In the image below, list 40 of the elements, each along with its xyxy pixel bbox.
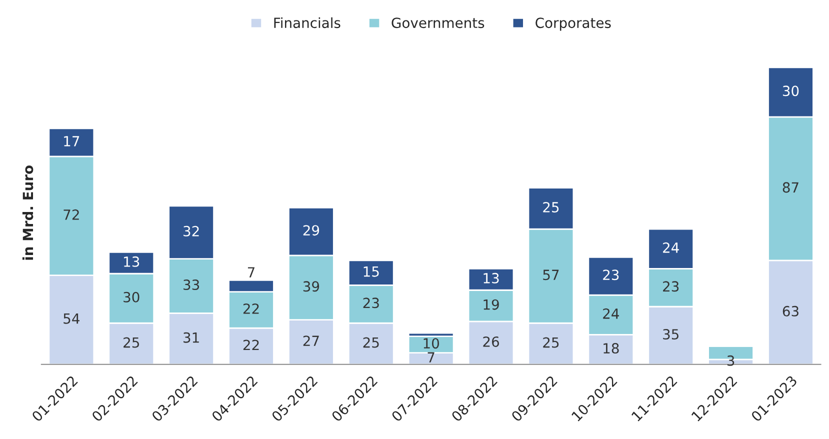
data-label: 7 bbox=[428, 352, 434, 362]
data-label: 7 bbox=[248, 267, 254, 278]
data-label: 10 bbox=[424, 338, 439, 349]
data-label: 27 bbox=[303, 336, 319, 346]
data-label: 54 bbox=[64, 314, 80, 324]
data-label: 72 bbox=[64, 209, 79, 220]
legend-label: Corporates bbox=[536, 18, 611, 31]
data-label: 23 bbox=[363, 298, 379, 308]
data-label: 19 bbox=[484, 299, 499, 310]
data-label: 23 bbox=[663, 281, 679, 292]
data-label: 13 bbox=[124, 256, 140, 267]
data-label: 30 bbox=[782, 86, 799, 96]
data-label: 33 bbox=[184, 280, 200, 290]
data-label: 17 bbox=[64, 136, 80, 146]
data-label: 29 bbox=[303, 225, 320, 236]
data-label: 25 bbox=[124, 337, 139, 348]
y-axis-title: in Mrd. Euro bbox=[22, 166, 34, 260]
data-label: 24 bbox=[603, 308, 619, 319]
data-label: 23 bbox=[603, 270, 619, 280]
data-label: 18 bbox=[604, 343, 619, 354]
data-label: 57 bbox=[543, 270, 559, 280]
data-label: 22 bbox=[243, 340, 259, 350]
data-label: 87 bbox=[782, 182, 798, 193]
data-label: 35 bbox=[663, 329, 678, 340]
data-label: 25 bbox=[543, 337, 559, 348]
data-label: 30 bbox=[124, 292, 140, 302]
data-label: 3 bbox=[727, 355, 734, 366]
data-label: 32 bbox=[184, 226, 199, 236]
data-label: 26 bbox=[483, 336, 499, 347]
data-label: 22 bbox=[243, 303, 259, 314]
legend-label: Governments bbox=[392, 18, 484, 28]
data-label: 24 bbox=[663, 242, 679, 253]
data-label: 39 bbox=[303, 281, 320, 292]
data-label: 25 bbox=[363, 337, 379, 348]
data-label: 63 bbox=[782, 306, 798, 316]
data-label: 25 bbox=[543, 202, 559, 212]
data-label: 31 bbox=[184, 332, 199, 343]
legend-label: Financials bbox=[274, 17, 340, 28]
data-label: 13 bbox=[484, 272, 499, 284]
data-label: 15 bbox=[364, 266, 379, 277]
